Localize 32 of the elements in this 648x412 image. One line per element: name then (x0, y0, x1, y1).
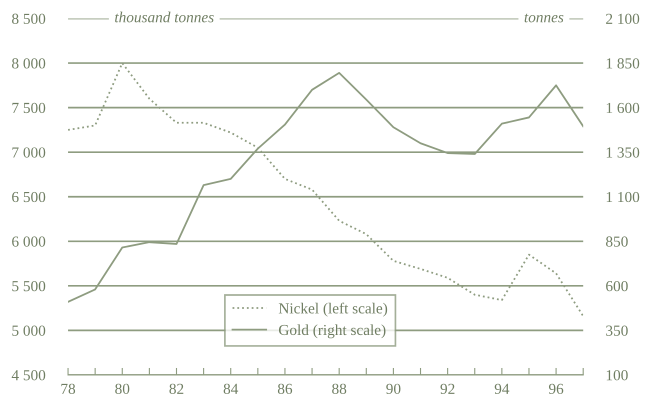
y-tick-label: 7 500 (12, 102, 46, 114)
y2-tick-label: 600 (606, 280, 628, 292)
y2-tick-label: 100 (606, 370, 628, 380)
x-tick-label: 92 (440, 384, 454, 394)
legend-label: Nickel (left scale) (278, 302, 388, 317)
y2-tick-label: 350 (606, 326, 628, 336)
y-tick-label: 8 000 (12, 58, 46, 69)
y2-tick-label: 1 850 (606, 58, 640, 69)
y2-tick-label: 1 350 (606, 147, 640, 158)
y2-tick-label: 2 100 (606, 14, 640, 24)
x-tick-label: 88 (332, 384, 346, 394)
y-tick-label: 6 000 (12, 236, 46, 247)
y-axis-title: thousand tonnes (115, 12, 214, 22)
y-tick-label: 4 500 (12, 370, 46, 380)
x-tick-label: 82 (169, 384, 184, 394)
y2-tick-label: 1 100 (606, 192, 640, 202)
x-tick-label: 84 (224, 384, 238, 394)
y2-axis-title: tonnes (524, 14, 564, 22)
x-tick-label: 96 (548, 384, 564, 394)
y-tick-label: 8 500 (12, 14, 46, 24)
x-tick-label: 90 (386, 384, 400, 394)
y-tick-label: 7 000 (12, 147, 46, 158)
y2-tick-label: 850 (606, 236, 628, 247)
x-tick-label: 78 (61, 384, 76, 394)
x-tick-label: 94 (494, 384, 510, 394)
y-tick-label: 5 500 (12, 280, 46, 292)
y-tick-label: 6 500 (12, 192, 46, 202)
y-tick-label: 5 000 (12, 326, 46, 336)
legend-label: Gold (right scale) (278, 324, 386, 338)
x-tick-label: 86 (278, 384, 292, 394)
x-tick-label: 80 (115, 384, 130, 394)
y2-tick-label: 1 600 (606, 102, 640, 114)
